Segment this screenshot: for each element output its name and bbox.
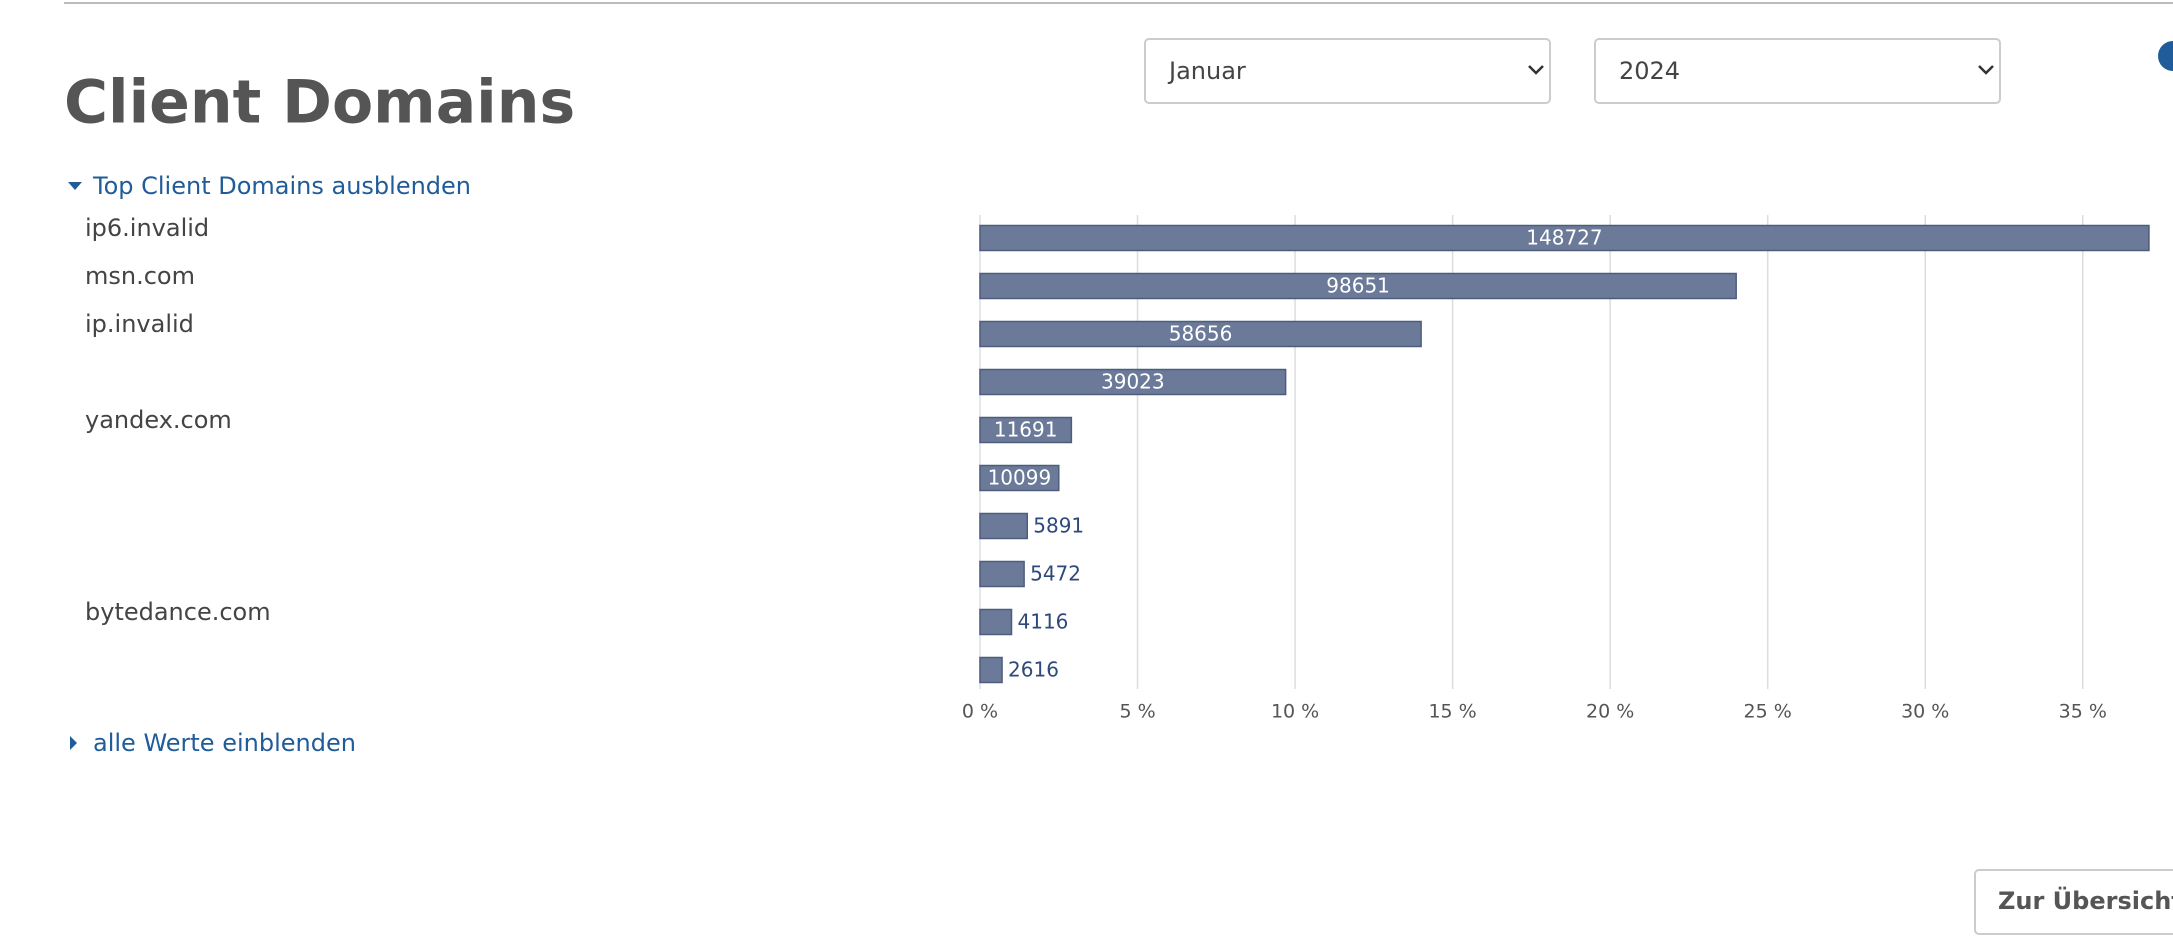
select-box[interactable] bbox=[1144, 38, 1551, 104]
bar-chart: 0 % 5 % 10 % 15 % 20 % 25 % 30 % 35 % ip6.invali… bbox=[85, 214, 2150, 723]
value-label: 10099 bbox=[988, 466, 1052, 490]
caret-down bbox=[68, 182, 82, 190]
x-tick-label: 20 % bbox=[1586, 701, 1634, 723]
all-toggle[interactable]: alle Werte einblenden bbox=[70, 729, 356, 757]
select-value: 2024 bbox=[1619, 57, 1680, 85]
chevron bbox=[1528, 65, 1544, 75]
bar bbox=[979, 560, 1025, 588]
category-label: msn.com bbox=[85, 262, 195, 290]
value-label: 98651 bbox=[1326, 274, 1390, 298]
info-icon[interactable] bbox=[2158, 41, 2173, 71]
value-label: 5472 bbox=[1030, 562, 1081, 586]
bar bbox=[979, 368, 1287, 396]
bar bbox=[979, 272, 1737, 300]
category-label: bytedance.com bbox=[85, 598, 271, 626]
x-tick-label: 30 % bbox=[1901, 701, 1949, 723]
value-label: 148727 bbox=[1526, 226, 1602, 250]
top-toggle[interactable]: Top Client Domains ausblenden bbox=[68, 172, 471, 200]
category-label: ip.invalid bbox=[85, 310, 194, 338]
x-tick-label: 0 % bbox=[962, 701, 998, 723]
value-label: 11691 bbox=[994, 418, 1058, 442]
select-box[interactable] bbox=[1594, 38, 2001, 104]
bar bbox=[979, 512, 1029, 540]
value-label: 4116 bbox=[1018, 610, 1069, 634]
value-label: 39023 bbox=[1101, 370, 1165, 394]
value-label: 2616 bbox=[1008, 658, 1059, 682]
value-label: 5891 bbox=[1033, 514, 1084, 538]
x-tick-label: 5 % bbox=[1119, 701, 1155, 723]
x-tick-label: 15 % bbox=[1428, 701, 1476, 723]
page-title: Client Domains bbox=[64, 68, 575, 138]
toggle-link[interactable]: Top Client Domains ausblenden bbox=[92, 172, 471, 200]
category-label: yandex.com bbox=[85, 406, 232, 434]
bar bbox=[979, 224, 2150, 252]
category-label: ip6.invalid bbox=[85, 214, 209, 242]
overview-button[interactable]: Zur Übersicht bbox=[1974, 869, 2173, 935]
year-select[interactable]: 2024 bbox=[1594, 38, 2001, 104]
chevron bbox=[1978, 65, 1994, 75]
x-tick-label: 35 % bbox=[2059, 701, 2107, 723]
select-value: Januar bbox=[1167, 57, 1246, 85]
bar bbox=[979, 608, 1013, 636]
caret-right bbox=[70, 736, 77, 750]
x-tick-label: 10 % bbox=[1271, 701, 1319, 723]
value-label: 58656 bbox=[1169, 322, 1233, 346]
x-tick-label: 25 % bbox=[1744, 701, 1792, 723]
button-box[interactable] bbox=[1974, 869, 2173, 935]
month-select[interactable]: Januar bbox=[1144, 38, 1551, 104]
bar bbox=[979, 464, 1060, 492]
bar bbox=[979, 656, 1003, 684]
button-label[interactable]: Zur Übersicht bbox=[1998, 885, 2173, 915]
bar bbox=[979, 320, 1422, 348]
bar bbox=[979, 416, 1073, 444]
toggle-link[interactable]: alle Werte einblenden bbox=[93, 729, 356, 757]
